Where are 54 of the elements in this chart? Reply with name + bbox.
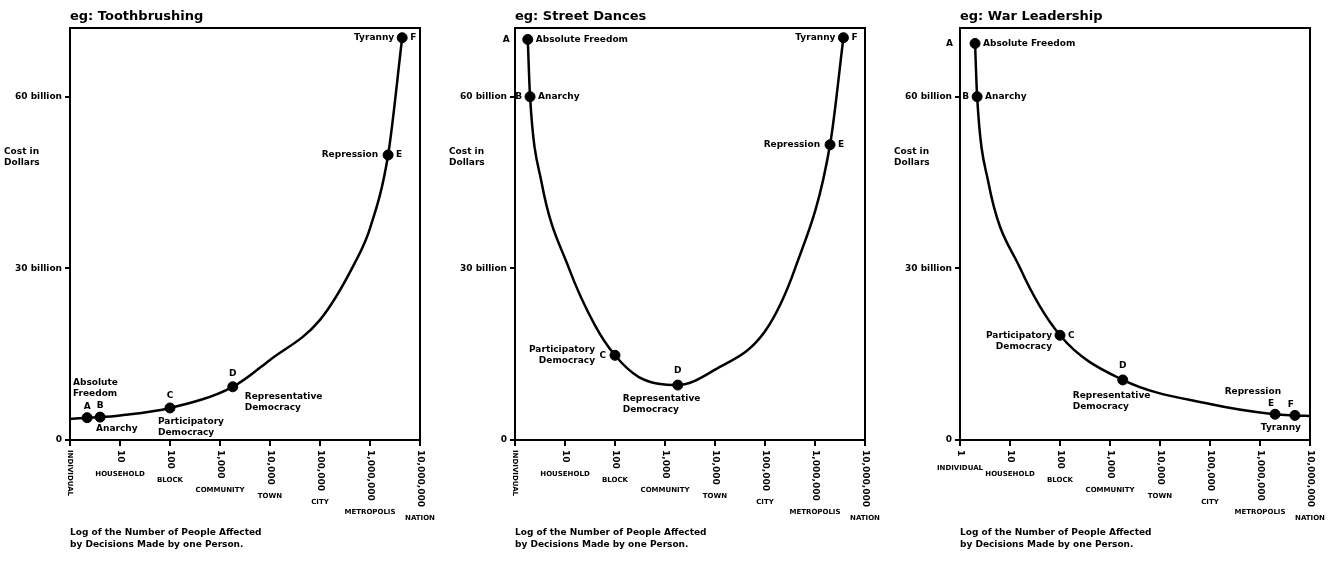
annotation: Repression: [321, 149, 379, 160]
annotation: A: [502, 33, 510, 44]
annotation: B: [515, 91, 523, 102]
y-tick-label: 60 billion: [14, 91, 62, 102]
y-tick-label: 60 billion: [459, 91, 507, 102]
y-tick-label: 0: [55, 434, 62, 445]
annotation: E: [396, 149, 403, 160]
annotation: C: [599, 349, 607, 360]
annotation: E: [1267, 397, 1275, 408]
annotation: A: [83, 401, 91, 412]
annotation: Tyranny: [1260, 421, 1302, 432]
annotation: Participatory Democracy: [529, 343, 596, 365]
y-axis-title: Cost in Dollars: [894, 145, 930, 167]
annotation: Tyranny: [354, 32, 395, 43]
annotation: Absolute Freedom: [535, 33, 628, 44]
chart-title: eg: War Leadership: [960, 8, 1103, 23]
annotation: Representative Democracy: [244, 391, 323, 413]
annotation: A: [946, 37, 954, 48]
chart-title: eg: Toothbrushing: [70, 8, 204, 23]
annotation: Participatory Democracy: [986, 329, 1053, 351]
annotation: B: [96, 400, 104, 411]
y-tick-label: 30 billion: [459, 262, 507, 273]
annotation: Absolute Freedom: [73, 376, 118, 398]
annotation: D: [1119, 360, 1127, 371]
annotation: Anarchy: [538, 91, 580, 102]
x-axis-title: Log of the Number of People Affected by Decisions Made by one Person.: [70, 526, 262, 549]
annotation: Absolute Freedom: [983, 37, 1076, 48]
annotation: Anarchy: [985, 91, 1027, 102]
annotation: Anarchy: [96, 423, 138, 434]
annotation: Representative Democracy: [1072, 390, 1151, 412]
annotation: E: [838, 139, 845, 150]
x-axis-title: Log of the Number of People Affected by Decisions Made by one Person.: [960, 526, 1152, 549]
annotation: D: [674, 365, 682, 376]
annotation: C: [166, 390, 174, 401]
y-tick-label: 0: [500, 434, 507, 445]
annotation: Participatory Democracy: [158, 416, 225, 438]
y-tick-label: 30 billion: [904, 262, 952, 273]
annotation: Tyranny: [795, 32, 836, 43]
annotation: Representative Democracy: [622, 393, 701, 415]
chart-title: eg: Street Dances: [515, 8, 647, 23]
annotation: B: [962, 91, 970, 102]
annotation: Repression: [763, 139, 821, 150]
annotation: F: [851, 32, 858, 43]
y-tick-label: 0: [945, 434, 952, 445]
annotation: D: [229, 368, 237, 379]
annotation: F: [1287, 398, 1295, 409]
x-axis-title: Log of the Number of People Affected by Decisions Made by one Person.: [515, 526, 707, 549]
y-tick-label: 30 billion: [14, 262, 62, 273]
y-axis-title: Cost in Dollars: [449, 145, 485, 167]
annotation: F: [410, 32, 417, 43]
y-axis-title: Cost in Dollars: [4, 145, 40, 167]
annotation: Repression: [1224, 385, 1282, 396]
annotation: C: [1068, 329, 1075, 340]
y-tick-label: 60 billion: [904, 91, 952, 102]
